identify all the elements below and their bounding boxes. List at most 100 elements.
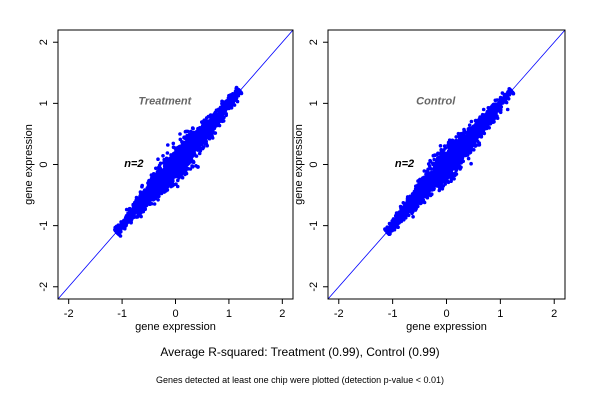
data-point — [226, 102, 231, 106]
data-point — [175, 172, 179, 176]
data-point — [128, 207, 132, 211]
data-point — [162, 157, 166, 162]
y-tick-label: 1 — [38, 100, 50, 106]
data-point — [434, 153, 439, 157]
data-point — [495, 116, 500, 120]
data-point — [167, 164, 171, 168]
data-point — [457, 136, 462, 140]
outlier-point — [196, 165, 200, 169]
data-point — [218, 116, 223, 120]
outlier-point — [191, 159, 196, 164]
data-point — [202, 126, 207, 131]
data-point — [454, 172, 459, 176]
data-point — [165, 157, 170, 161]
data-point — [176, 178, 180, 183]
data-point — [178, 159, 182, 164]
data-point — [142, 189, 147, 193]
data-point — [442, 148, 446, 152]
data-point — [190, 134, 195, 139]
data-point — [228, 93, 233, 97]
data-point — [411, 215, 415, 219]
data-point — [202, 123, 206, 128]
data-point — [452, 177, 456, 181]
data-point — [228, 99, 232, 103]
sample-count-label: n=2 — [124, 158, 143, 170]
data-point — [157, 168, 162, 173]
data-point — [236, 88, 241, 92]
data-point — [157, 176, 162, 181]
data-point — [198, 129, 202, 133]
data-point — [166, 143, 170, 147]
x-axis-label: gene expression — [135, 321, 216, 333]
data-point — [143, 206, 147, 210]
data-point — [443, 182, 448, 186]
data-point — [160, 174, 164, 178]
data-point — [422, 169, 427, 173]
data-point — [481, 107, 486, 112]
data-point — [192, 146, 196, 150]
data-point — [197, 151, 202, 156]
data-point — [175, 154, 179, 159]
data-point — [176, 152, 181, 156]
data-point — [144, 202, 148, 207]
data-point — [185, 146, 189, 151]
data-point — [178, 165, 182, 170]
x-tick-label: 1 — [226, 308, 232, 320]
data-point — [213, 131, 218, 135]
data-point — [172, 168, 176, 172]
data-point — [185, 160, 190, 165]
data-point — [118, 223, 123, 228]
data-point — [174, 162, 179, 166]
data-point — [123, 226, 127, 231]
data-point — [407, 196, 412, 200]
data-point — [187, 135, 191, 140]
data-point — [175, 184, 180, 189]
data-point — [168, 172, 173, 176]
data-point — [236, 93, 241, 98]
data-point — [432, 157, 437, 162]
data-point — [163, 174, 167, 178]
data-point — [191, 126, 195, 131]
data-point — [139, 201, 144, 205]
data-point — [160, 180, 164, 184]
data-point — [167, 167, 172, 171]
data-point — [189, 145, 193, 150]
data-point — [191, 165, 195, 169]
data-point — [437, 188, 442, 193]
data-point — [157, 163, 162, 168]
data-point — [124, 207, 129, 212]
data-point — [147, 179, 151, 183]
data-point — [216, 115, 220, 119]
data-point — [477, 141, 482, 145]
point-cloud — [113, 85, 244, 238]
data-point — [417, 178, 422, 183]
data-point — [113, 228, 118, 233]
data-point — [201, 145, 206, 150]
data-point — [162, 190, 166, 194]
data-point — [165, 151, 170, 155]
data-point — [144, 199, 148, 203]
data-point — [138, 191, 143, 195]
y-tick-label: 2 — [38, 39, 50, 45]
data-point — [169, 178, 173, 182]
data-point — [469, 119, 474, 124]
data-point — [179, 151, 184, 156]
data-point — [177, 162, 182, 167]
data-point — [183, 172, 187, 176]
data-point — [178, 132, 182, 136]
data-point — [181, 155, 185, 160]
data-point — [128, 212, 133, 217]
data-point — [180, 142, 185, 146]
data-point — [179, 170, 184, 174]
data-point — [472, 125, 476, 129]
y-tick-label: -2 — [38, 282, 50, 292]
data-point — [158, 183, 162, 187]
data-point — [446, 145, 451, 149]
data-point — [161, 154, 165, 158]
data-point — [170, 184, 175, 188]
data-point — [446, 140, 451, 145]
data-point — [414, 203, 419, 207]
data-point — [132, 203, 136, 207]
data-point — [126, 215, 131, 219]
